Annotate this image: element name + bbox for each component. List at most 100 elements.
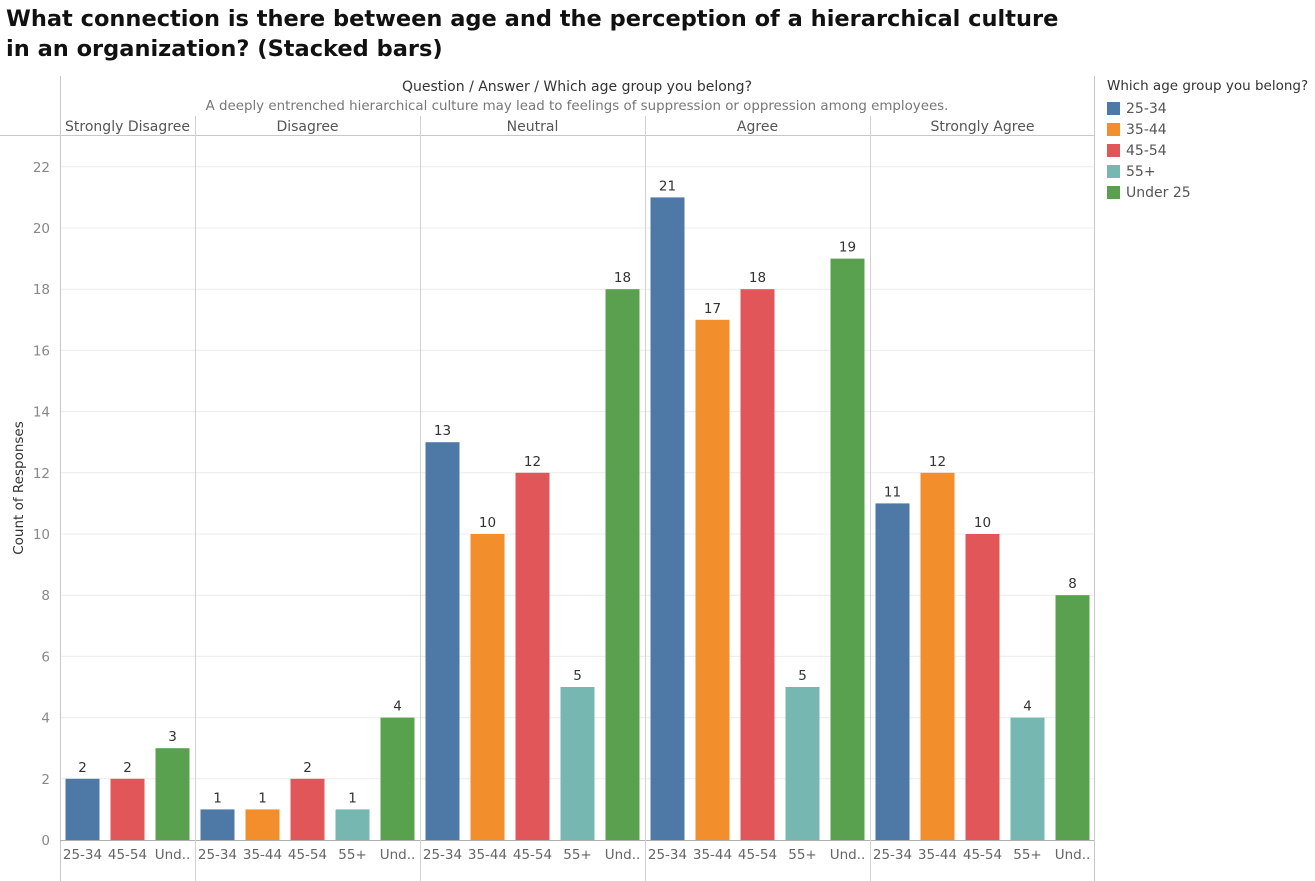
x-tick-label: Und.. xyxy=(155,847,191,863)
data-label: 11 xyxy=(884,484,901,500)
x-tick-label: Und.. xyxy=(830,847,866,863)
data-label: 1 xyxy=(213,790,222,806)
data-label: 10 xyxy=(479,515,496,531)
bar xyxy=(155,748,190,840)
bar xyxy=(200,809,235,840)
y-tick-label: 6 xyxy=(41,649,50,665)
x-tick-label: 25-34 xyxy=(63,847,102,863)
legend-item[interactable]: Under 25 xyxy=(1107,182,1313,203)
x-tick-label: 45-54 xyxy=(738,847,777,863)
legend-title: Which age group you belong? xyxy=(1107,78,1309,94)
legend-swatch xyxy=(1107,123,1120,136)
x-tick-label: Und.. xyxy=(1055,847,1091,863)
legend-item[interactable]: 25-34 xyxy=(1107,98,1313,119)
x-tick-label: 55+ xyxy=(788,847,817,863)
bar xyxy=(380,717,415,840)
y-tick-label: 2 xyxy=(41,772,50,788)
x-tick-label: Und.. xyxy=(380,847,416,863)
panel-label: Strongly Disagree xyxy=(65,119,190,135)
bar xyxy=(695,319,730,840)
data-label: 18 xyxy=(749,270,766,286)
bar xyxy=(605,289,640,840)
legend-swatch xyxy=(1107,102,1120,115)
legend-swatch xyxy=(1107,165,1120,178)
y-tick-label: 22 xyxy=(33,160,50,176)
x-tick-label: 45-54 xyxy=(963,847,1002,863)
legend-swatch xyxy=(1107,144,1120,157)
legend-label: 35-44 xyxy=(1126,121,1167,138)
y-tick-label: 16 xyxy=(33,343,50,359)
bar xyxy=(1010,717,1045,840)
data-label: 1 xyxy=(348,790,357,806)
data-label: 1 xyxy=(258,790,267,806)
data-label: 4 xyxy=(1023,699,1032,715)
bar xyxy=(245,809,280,840)
data-label: 4 xyxy=(393,699,402,715)
bar xyxy=(785,687,820,840)
bar-chart: Question / Answer / Which age group you … xyxy=(0,76,1095,881)
data-label: 12 xyxy=(929,454,946,470)
x-tick-label: 25-34 xyxy=(648,847,687,863)
x-tick-label: 25-34 xyxy=(198,847,237,863)
x-tick-label: 45-54 xyxy=(513,847,552,863)
x-tick-label: 45-54 xyxy=(108,847,147,863)
y-tick-label: 18 xyxy=(33,282,50,298)
legend-label: 55+ xyxy=(1126,163,1156,180)
legend-label: 25-34 xyxy=(1126,100,1167,117)
bar xyxy=(560,687,595,840)
data-label: 2 xyxy=(303,760,312,776)
bar xyxy=(830,258,865,841)
x-tick-label: 35-44 xyxy=(693,847,732,863)
bar xyxy=(470,534,505,840)
panel-label: Strongly Agree xyxy=(931,119,1035,135)
chart-title: What connection is there between age and… xyxy=(6,6,1059,62)
x-tick-label: Und.. xyxy=(605,847,641,863)
y-axis-label: Count of Responses xyxy=(11,421,27,555)
data-label: 13 xyxy=(434,423,451,439)
legend-label: 45-54 xyxy=(1126,142,1167,159)
y-tick-label: 10 xyxy=(33,527,50,543)
data-label: 21 xyxy=(659,178,676,194)
bar xyxy=(875,503,910,840)
x-tick-label: 55+ xyxy=(338,847,367,863)
bar xyxy=(515,472,550,840)
y-tick-label: 4 xyxy=(41,711,50,727)
data-label: 2 xyxy=(78,760,87,776)
legend-swatch xyxy=(1107,186,1120,199)
column-header: Question / Answer / Which age group you … xyxy=(402,79,752,95)
data-label: 12 xyxy=(524,454,541,470)
y-tick-label: 20 xyxy=(33,221,50,237)
legend-item[interactable]: 45-54 xyxy=(1107,140,1313,161)
x-tick-label: 45-54 xyxy=(288,847,327,863)
y-tick-label: 12 xyxy=(33,466,50,482)
data-label: 17 xyxy=(704,301,721,317)
data-label: 19 xyxy=(839,240,856,256)
bar xyxy=(1055,595,1090,840)
bar xyxy=(740,289,775,840)
bar xyxy=(965,534,1000,840)
y-tick-label: 14 xyxy=(33,405,50,421)
question-text: A deeply entrenched hierarchical culture… xyxy=(206,99,949,114)
x-tick-label: 25-34 xyxy=(873,847,912,863)
bar xyxy=(110,778,145,840)
legend-item[interactable]: 35-44 xyxy=(1107,119,1313,140)
y-tick-label: 0 xyxy=(41,833,50,849)
data-label: 8 xyxy=(1068,576,1077,592)
bar xyxy=(425,442,460,840)
x-tick-label: 25-34 xyxy=(423,847,462,863)
bar xyxy=(920,472,955,840)
x-tick-label: 55+ xyxy=(1013,847,1042,863)
panel-label: Disagree xyxy=(276,119,338,135)
data-label: 5 xyxy=(573,668,582,684)
data-label: 10 xyxy=(974,515,991,531)
data-label: 5 xyxy=(798,668,807,684)
legend-item[interactable]: 55+ xyxy=(1107,161,1313,182)
x-tick-label: 35-44 xyxy=(243,847,282,863)
bar xyxy=(650,197,685,840)
x-tick-label: 35-44 xyxy=(468,847,507,863)
bar xyxy=(290,778,325,840)
data-label: 2 xyxy=(123,760,132,776)
legend-label: Under 25 xyxy=(1126,184,1191,201)
bar xyxy=(335,809,370,840)
data-label: 18 xyxy=(614,270,631,286)
